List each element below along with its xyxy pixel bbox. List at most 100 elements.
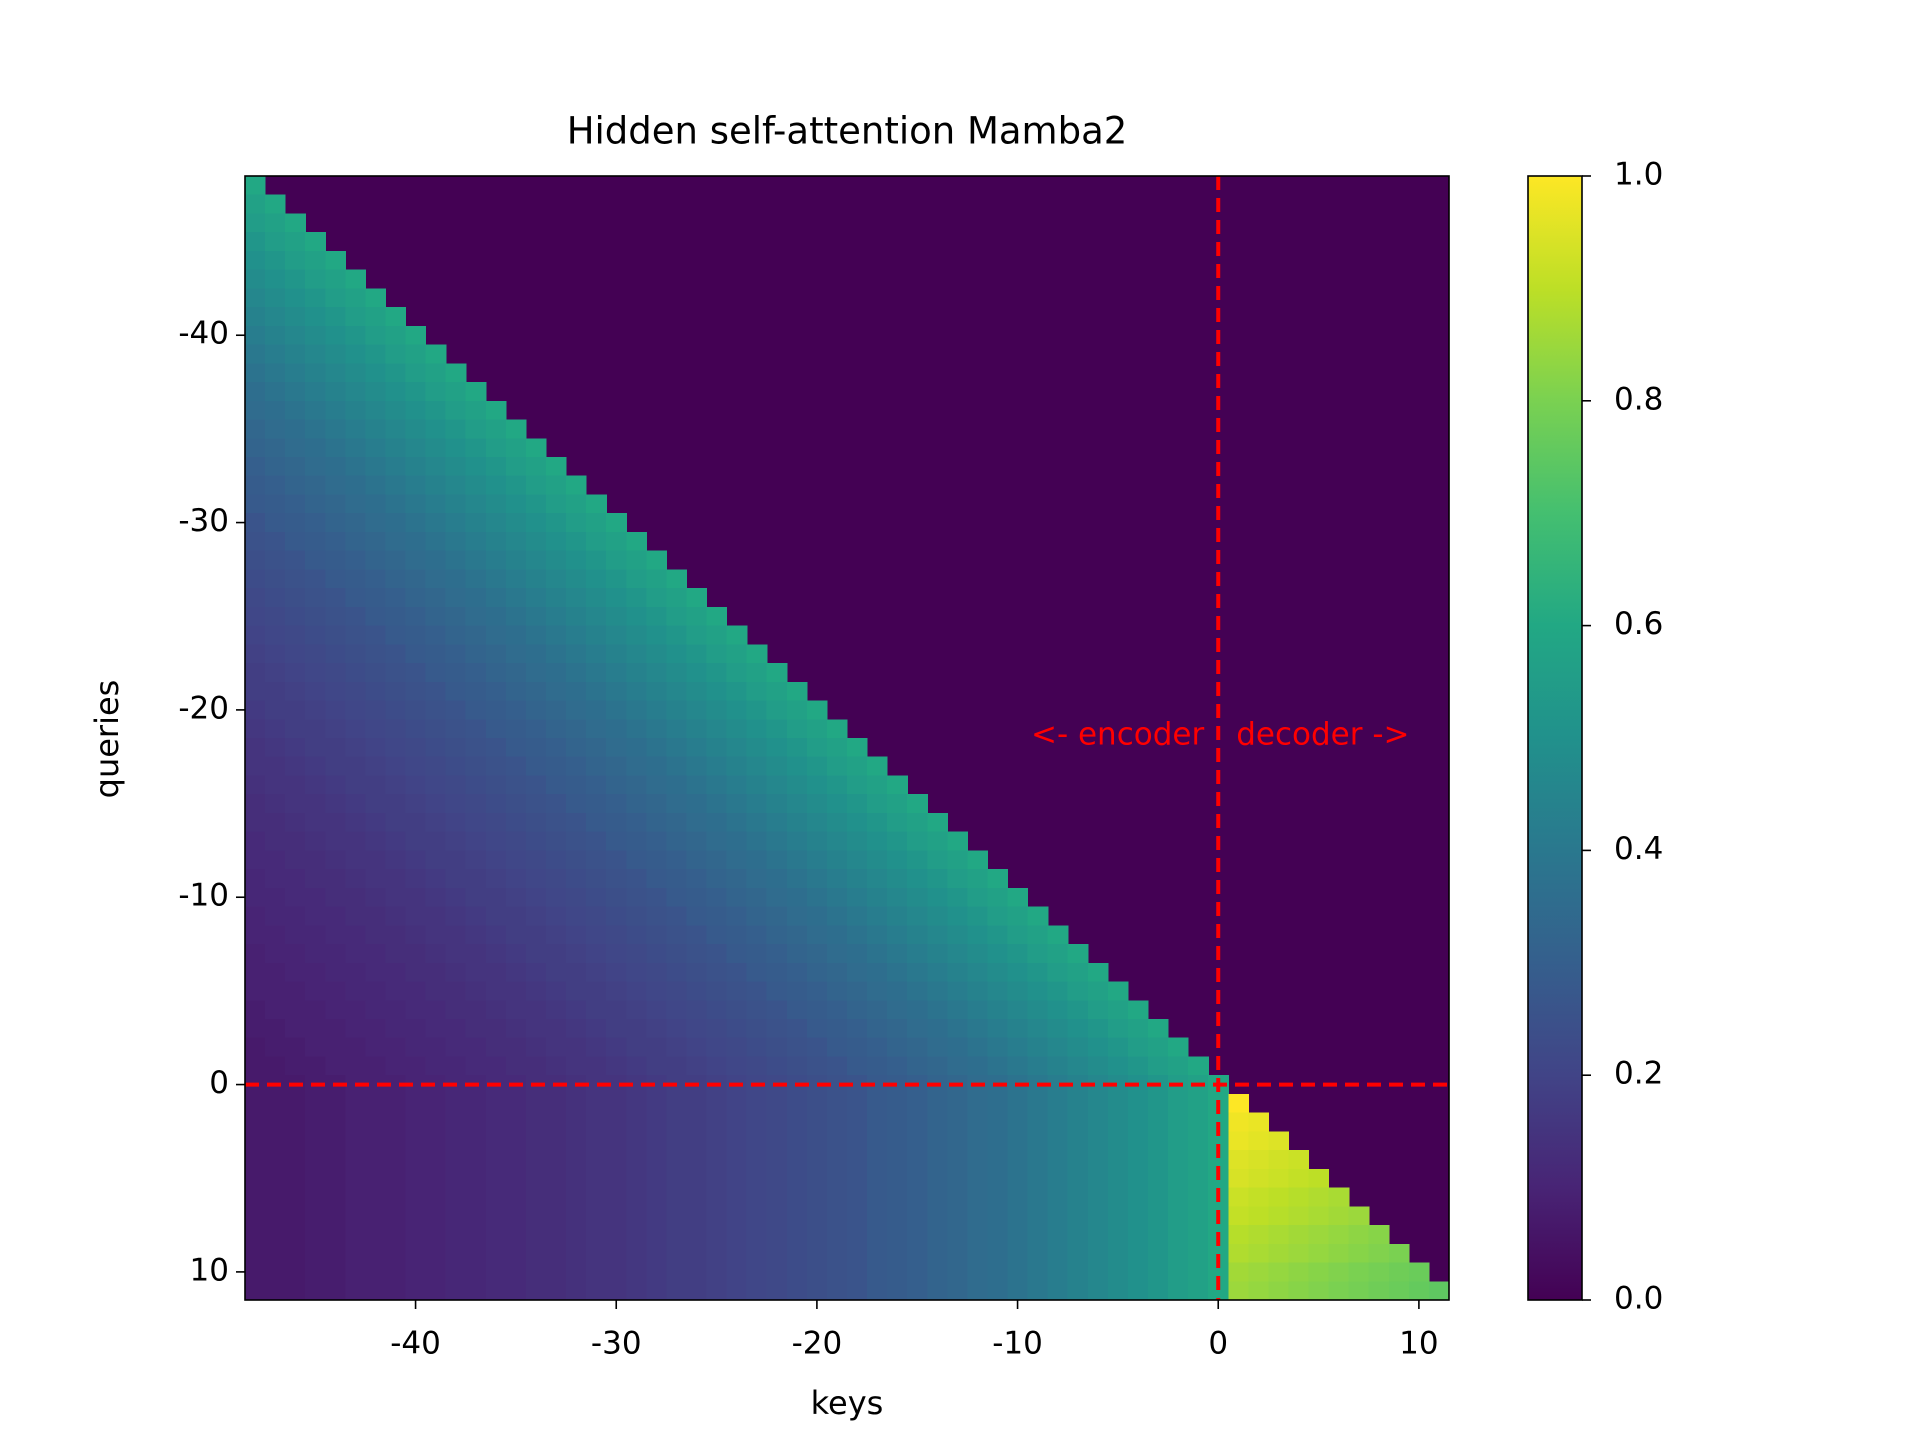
heatmap-cell <box>305 419 326 439</box>
heatmap-cell <box>1168 1243 1189 1264</box>
heatmap-cell <box>786 1019 808 1039</box>
heatmap-cell <box>586 944 607 964</box>
heatmap-cell <box>305 700 326 720</box>
heatmap-cell <box>365 1150 387 1170</box>
heatmap-cell <box>1047 1056 1069 1076</box>
heatmap-cell <box>586 850 607 870</box>
heatmap-cell <box>365 663 387 683</box>
heatmap-cell <box>1268 1168 1290 1189</box>
heatmap-cell <box>1328 1262 1350 1282</box>
heatmap-cell <box>365 1112 387 1132</box>
heatmap-cell <box>566 663 587 683</box>
heatmap-cell <box>425 606 447 627</box>
heatmap-cell <box>646 606 667 627</box>
heatmap-cell <box>907 1019 928 1039</box>
heatmap-cell <box>465 812 487 833</box>
heatmap-cell <box>425 738 447 758</box>
heatmap-cell <box>405 588 427 608</box>
heatmap-cell <box>766 831 788 851</box>
heatmap-cell <box>365 1019 387 1039</box>
heatmap-cell <box>345 288 366 308</box>
heatmap-cell <box>586 681 607 702</box>
heatmap-cell <box>967 850 989 870</box>
heatmap-cell <box>606 606 627 627</box>
heatmap-cell <box>1007 1000 1029 1020</box>
heatmap-cell <box>686 644 708 664</box>
heatmap-cell <box>566 1112 587 1132</box>
heatmap-cell <box>566 569 587 589</box>
heatmap-cell <box>305 1019 326 1039</box>
heatmap-cell <box>546 887 567 908</box>
heatmap-cell <box>666 1112 688 1132</box>
heatmap-cell <box>1348 1262 1370 1282</box>
heatmap-cell <box>345 1019 366 1039</box>
heatmap-cell <box>1388 1262 1410 1282</box>
heatmap-cell <box>425 812 447 833</box>
heatmap-cell <box>505 812 527 833</box>
heatmap-cell <box>345 569 366 589</box>
heatmap-cell <box>907 812 928 833</box>
heatmap-cell <box>947 1037 968 1058</box>
heatmap-cell <box>786 906 808 926</box>
heatmap-cell <box>606 906 627 926</box>
heatmap-cell <box>1107 1225 1129 1245</box>
heatmap-cell <box>706 756 728 777</box>
heatmap-cell <box>907 906 928 926</box>
heatmap-cell <box>826 738 848 758</box>
heatmap-cell <box>325 1168 346 1189</box>
heatmap-cell <box>265 588 286 608</box>
heatmap-cell <box>1168 1281 1189 1301</box>
heatmap-cell <box>806 1243 828 1264</box>
heatmap-cell <box>1228 1281 1249 1301</box>
heatmap-cell <box>465 550 487 570</box>
heatmap-cell <box>385 1000 407 1020</box>
heatmap-cell <box>1308 1187 1330 1207</box>
heatmap-cell <box>726 775 748 795</box>
heatmap-cell <box>265 700 286 720</box>
heatmap-cell <box>1067 1019 1089 1039</box>
heatmap-cell <box>826 1243 848 1264</box>
heatmap-cell <box>405 363 427 383</box>
heatmap-cell <box>525 1243 547 1264</box>
heatmap-cell <box>606 1243 627 1264</box>
heatmap-cell <box>345 1056 366 1076</box>
heatmap-cell <box>686 812 708 833</box>
heatmap-cell <box>445 775 467 795</box>
heatmap-cell <box>1067 1150 1089 1170</box>
heatmap-cell <box>887 1206 908 1226</box>
heatmap-cell <box>746 756 768 777</box>
heatmap-cell <box>646 644 667 664</box>
heatmap-cell <box>245 531 266 552</box>
heatmap-cell <box>927 962 948 983</box>
heatmap-cell <box>265 719 286 739</box>
heatmap-cell <box>505 438 527 458</box>
heatmap-cell <box>546 550 567 570</box>
heatmap-cell <box>345 925 366 945</box>
heatmap-cell <box>606 1281 627 1301</box>
heatmap-cell <box>325 531 346 552</box>
heatmap-cell <box>626 569 647 589</box>
heatmap-cell <box>546 513 567 533</box>
heatmap-cell <box>927 1187 948 1207</box>
heatmap-cell <box>666 606 688 627</box>
heatmap-cell <box>525 531 547 552</box>
heatmap-cell <box>726 869 748 889</box>
heatmap-cell <box>285 887 306 908</box>
heatmap-cell <box>626 588 647 608</box>
heatmap-cell <box>1268 1187 1290 1207</box>
heatmap-cell <box>505 1206 527 1226</box>
heatmap-cell <box>325 269 346 289</box>
heatmap-cell <box>405 1281 427 1301</box>
heatmap-cell <box>285 438 306 458</box>
heatmap-cell <box>485 531 507 552</box>
heatmap-cell <box>666 1000 688 1020</box>
heatmap-cell <box>927 1262 948 1282</box>
heatmap-cell <box>325 1037 346 1058</box>
heatmap-cell <box>826 831 848 851</box>
heatmap-cell <box>445 588 467 608</box>
heatmap-cell <box>706 850 728 870</box>
heatmap-cell <box>1248 1281 1269 1301</box>
heatmap-cell <box>385 663 407 683</box>
heatmap-cell <box>345 550 366 570</box>
heatmap-cell <box>746 1000 768 1020</box>
